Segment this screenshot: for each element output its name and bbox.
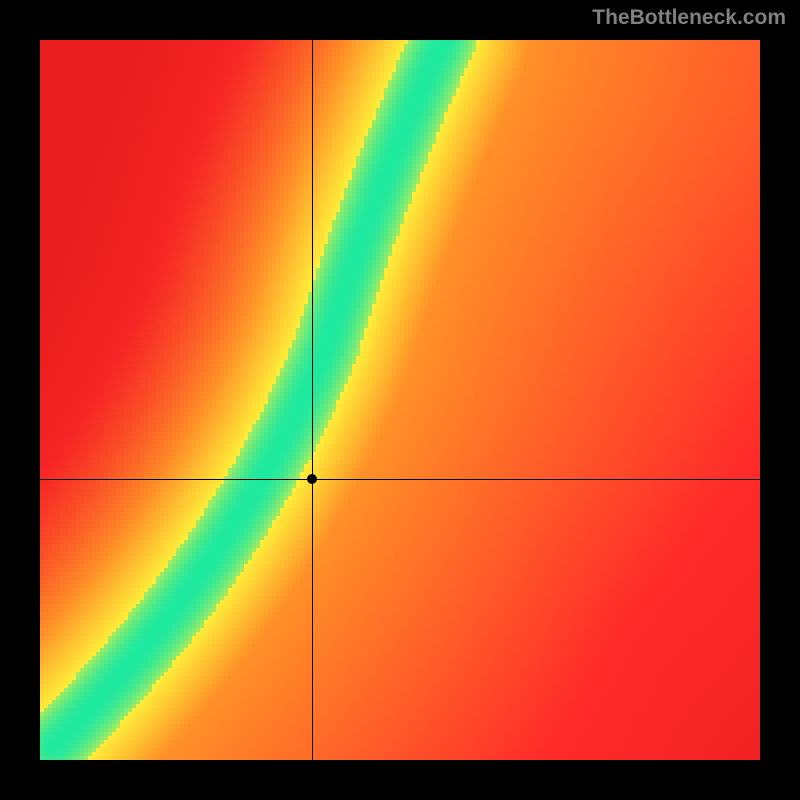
marker-dot	[307, 474, 317, 484]
heatmap-canvas	[40, 40, 760, 760]
watermark-text: TheBottleneck.com	[592, 6, 786, 30]
crosshair-horizontal	[40, 479, 760, 480]
crosshair-vertical	[312, 40, 313, 760]
plot-area	[40, 40, 760, 760]
